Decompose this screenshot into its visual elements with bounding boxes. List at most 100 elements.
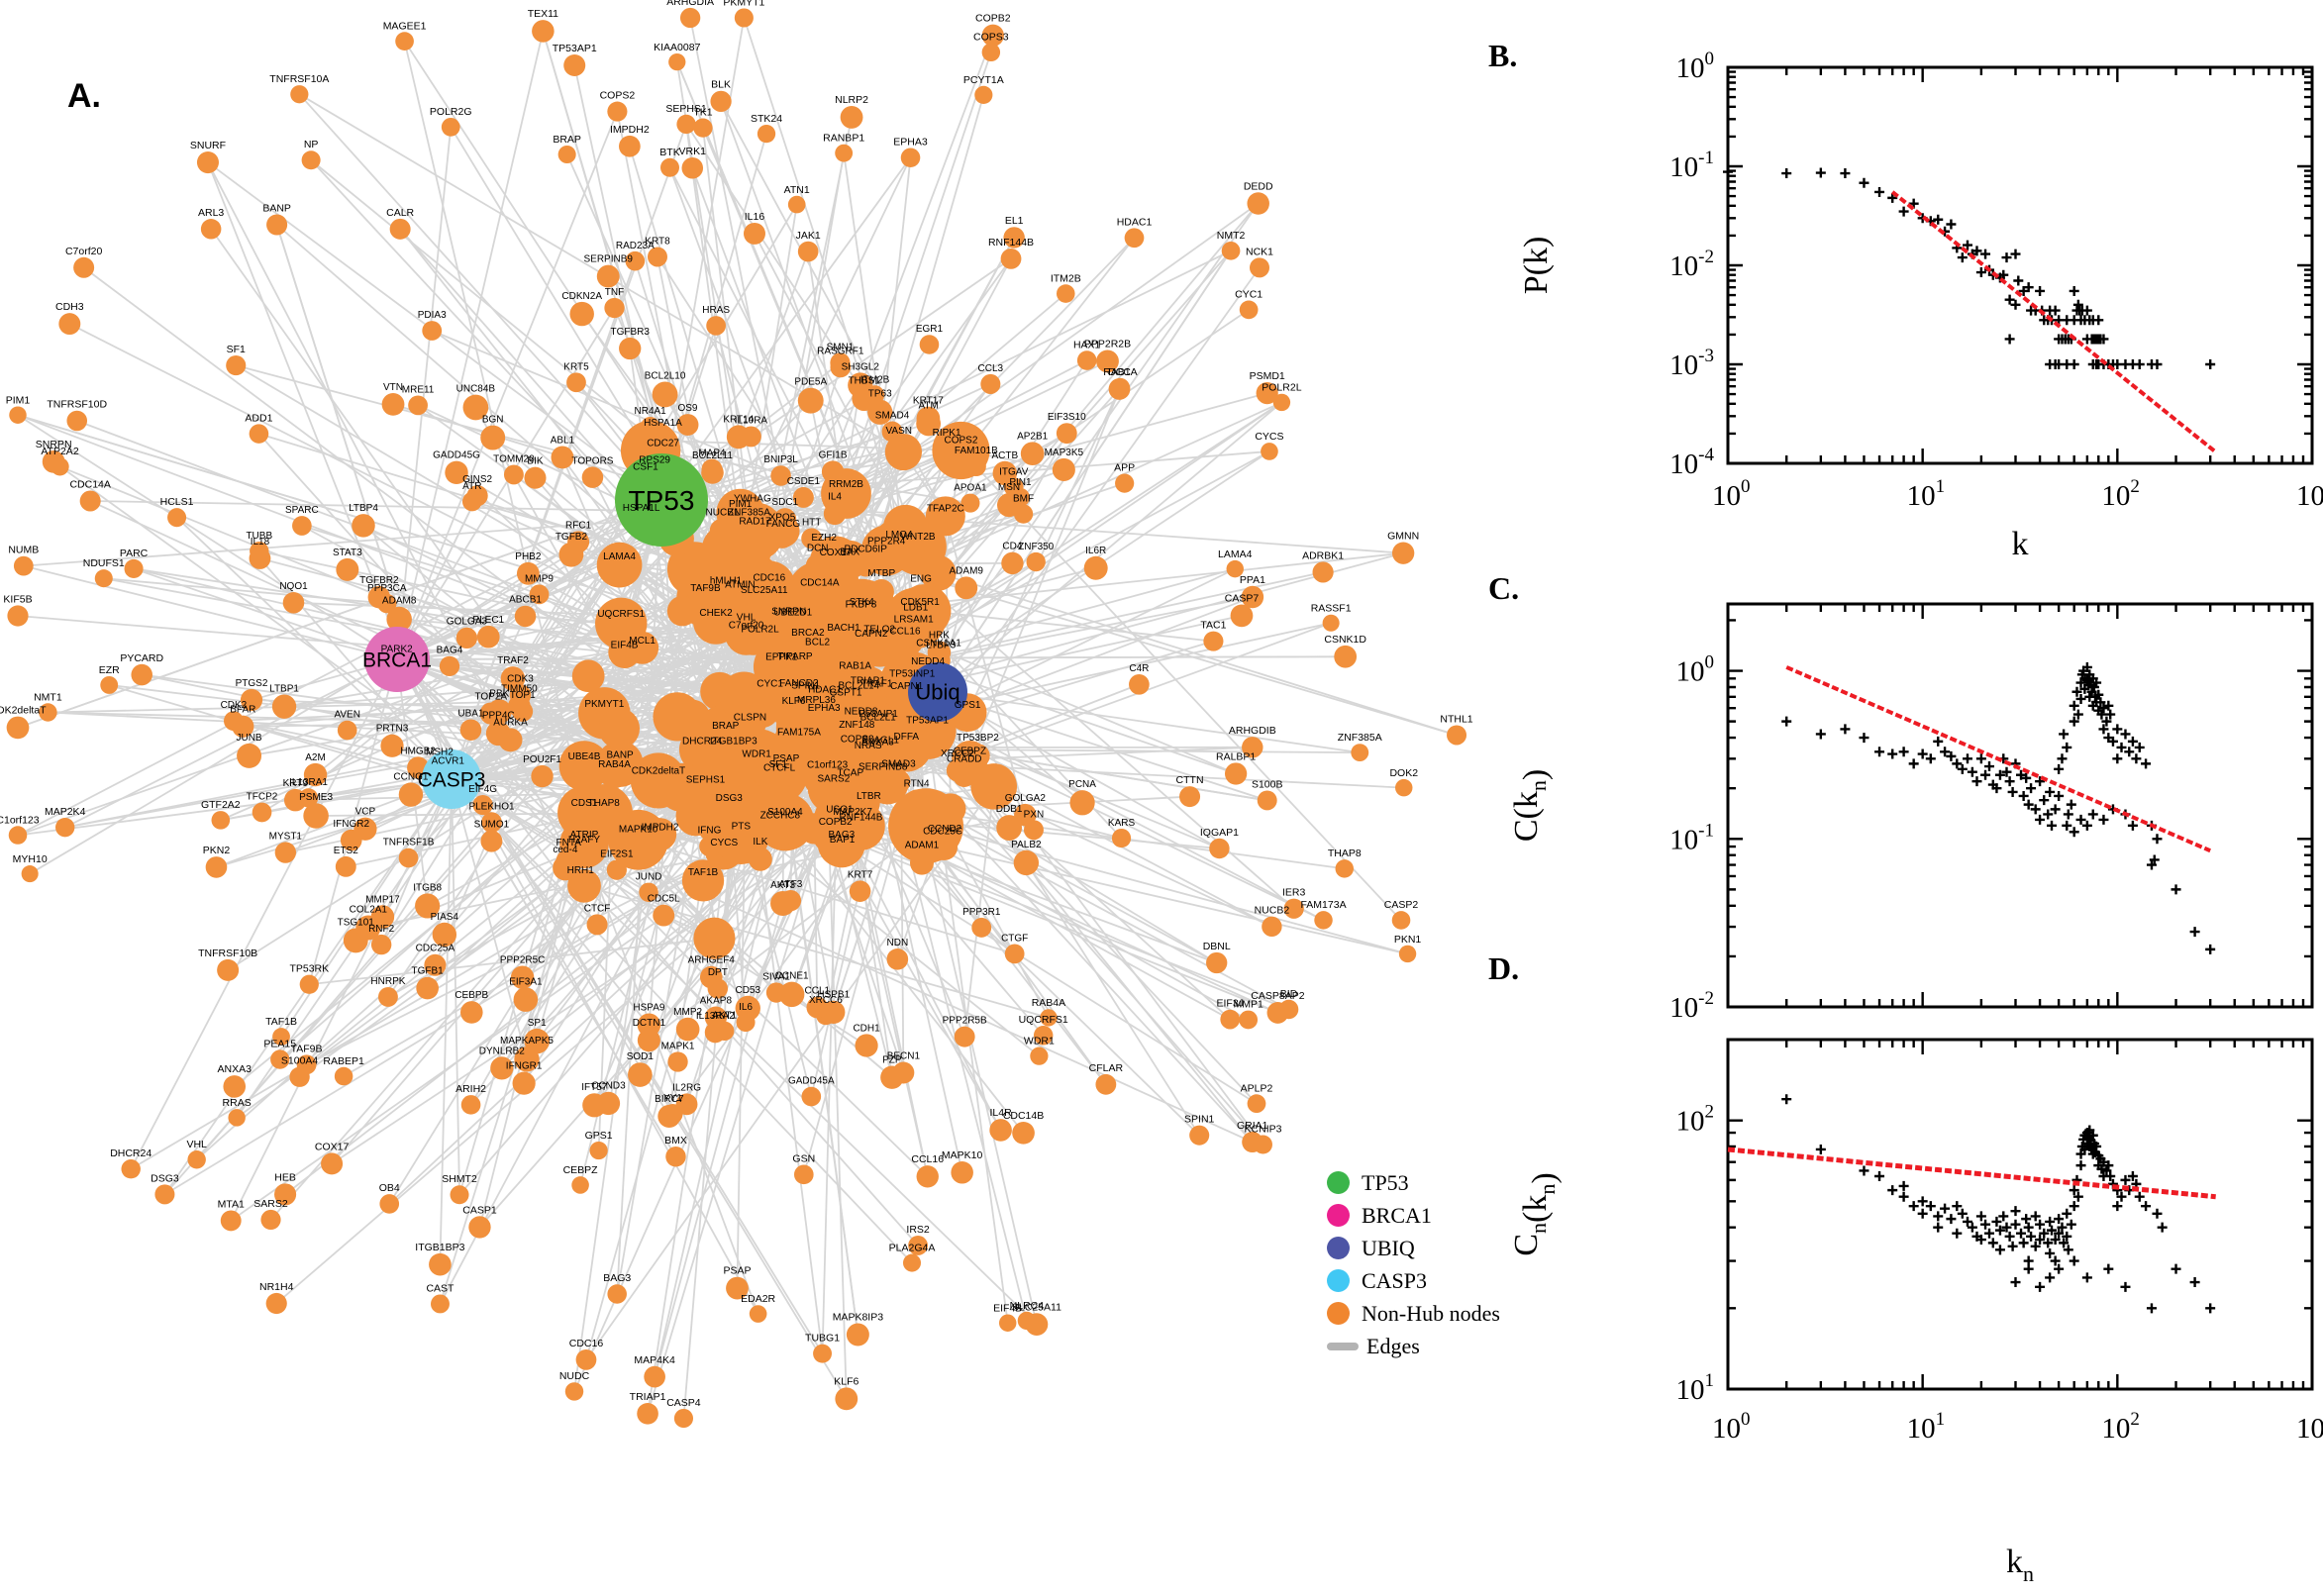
network-node-label: AKT3 (770, 880, 795, 891)
network-edge (767, 366, 842, 588)
x-tick-label: 101 (1907, 476, 1946, 512)
network-node (668, 52, 686, 71)
network-node-label: ITGB1BP3 (415, 1242, 464, 1253)
network-node-label: EZH2 (811, 533, 837, 544)
network-node-label: ANXA3 (218, 1063, 252, 1075)
network-edge (236, 499, 662, 1119)
network-node (619, 135, 641, 157)
network-node (706, 316, 726, 336)
network-node-label: RASGRF1 (817, 347, 864, 357)
network-node-label: ATF3 (779, 879, 803, 890)
network-node (868, 578, 894, 605)
network-node-label: SMAD3 (881, 758, 916, 769)
network-node-label: DHCR24 (110, 1147, 152, 1159)
network-edge (130, 658, 398, 1170)
network-node-label: EIF3A1 (509, 976, 543, 987)
network-node-label: APLP2 (1241, 1082, 1273, 1094)
network-node-label: SEPHS1 (665, 103, 707, 115)
network-node (586, 914, 608, 936)
network-node-label: MTBP (867, 568, 895, 579)
network-edge (17, 499, 662, 729)
network-node (1129, 673, 1150, 695)
network-node (639, 882, 658, 903)
network-node (340, 829, 362, 851)
network-node-label: GFI1B (819, 449, 848, 460)
network-node (931, 837, 955, 860)
network-node (892, 1061, 915, 1084)
network-node-label: TAF1B (265, 1016, 297, 1028)
network-edge (308, 658, 398, 985)
panel-c-label: C. (1488, 570, 1520, 606)
network-node (935, 793, 966, 825)
hub-label-ubiq: Ubiq (915, 680, 960, 705)
network-node-label: COPB2 (975, 13, 1011, 25)
network-node (974, 85, 993, 104)
network-node-label: MAGEE1 (383, 20, 427, 32)
network-node-label: ETS2 (334, 846, 358, 856)
network-node-label: CDC27 (647, 439, 679, 449)
network-node (626, 631, 659, 664)
network-node-label: CSF1 (633, 461, 658, 472)
network-node-label: MMP2 (673, 1007, 702, 1018)
network-node-label: SERPINB9 (583, 254, 633, 265)
network-node-label: POLR2G (430, 106, 472, 118)
network-node-label: PPP3R1 (962, 907, 1001, 918)
network-node-label: SLC25A11 (741, 585, 788, 596)
network-node-label: RAB4A (1032, 997, 1065, 1009)
network-node (813, 1344, 832, 1363)
network-node-label: MYH10 (13, 853, 48, 865)
network-node (1391, 542, 1415, 564)
network-node (568, 876, 593, 901)
network-node-label: FAM101B (955, 446, 998, 456)
network-node (726, 425, 751, 449)
network-node-label: C1orf123 (0, 814, 40, 826)
network-node-label: EGR1 (916, 324, 944, 335)
y-axis-title: P(k) (1518, 237, 1555, 295)
panel-a-label: A. (67, 77, 101, 115)
network-node (934, 438, 960, 464)
network-node-label: WDR1 (742, 748, 771, 759)
network-node-label: PPP2R5C (500, 954, 546, 965)
network-node-label: C7orf20 (65, 246, 103, 257)
network-node-label: RRAS (223, 1097, 252, 1109)
network-node-label: CCL1 (805, 986, 831, 997)
network-node (100, 675, 119, 694)
network-node-label: BGN (482, 415, 504, 426)
legend-dot-icon (1327, 1204, 1350, 1227)
network-node-label: SPIN1 (791, 680, 820, 691)
network-node (187, 1150, 206, 1169)
network-node-label: KRT14 (723, 414, 754, 425)
y-tick-label: 10-2 (1669, 247, 1714, 282)
network-node-label: PEA15 (263, 1038, 296, 1049)
network-node-label: JAK1 (796, 230, 821, 242)
network-edge (937, 691, 1361, 754)
network-edge (856, 731, 1272, 928)
network-node (797, 387, 824, 414)
network-node (1033, 1026, 1054, 1046)
network-node-label: DCN (807, 544, 829, 554)
network-node-label: APP (1114, 462, 1135, 474)
network-node-label: BCL2L1 (860, 712, 897, 723)
network-node (249, 424, 269, 444)
network-node (1209, 838, 1230, 859)
network-node-label: YY1 (663, 1093, 682, 1104)
network-node-label: HNRPK (370, 976, 405, 987)
network-edge (937, 401, 1283, 693)
network-node-label: ITM2B (1051, 272, 1081, 284)
network-node-label: NMT2 (1217, 230, 1246, 242)
network-node-label: EIF3J (1217, 998, 1244, 1010)
network-edge (660, 156, 912, 501)
network-node-label: CYC1 (1235, 289, 1262, 301)
network-node-label: TP63 (868, 389, 892, 400)
network-node (1247, 192, 1269, 215)
network-node (665, 1146, 686, 1167)
network-node (965, 744, 990, 768)
network-edge (236, 364, 919, 548)
network-node-label: XPO5 (769, 513, 796, 524)
network-node (858, 640, 884, 665)
network-node (886, 948, 909, 970)
network-node (1056, 423, 1077, 445)
network-node (996, 815, 1023, 841)
network-node-label: GADD45G (433, 450, 480, 461)
